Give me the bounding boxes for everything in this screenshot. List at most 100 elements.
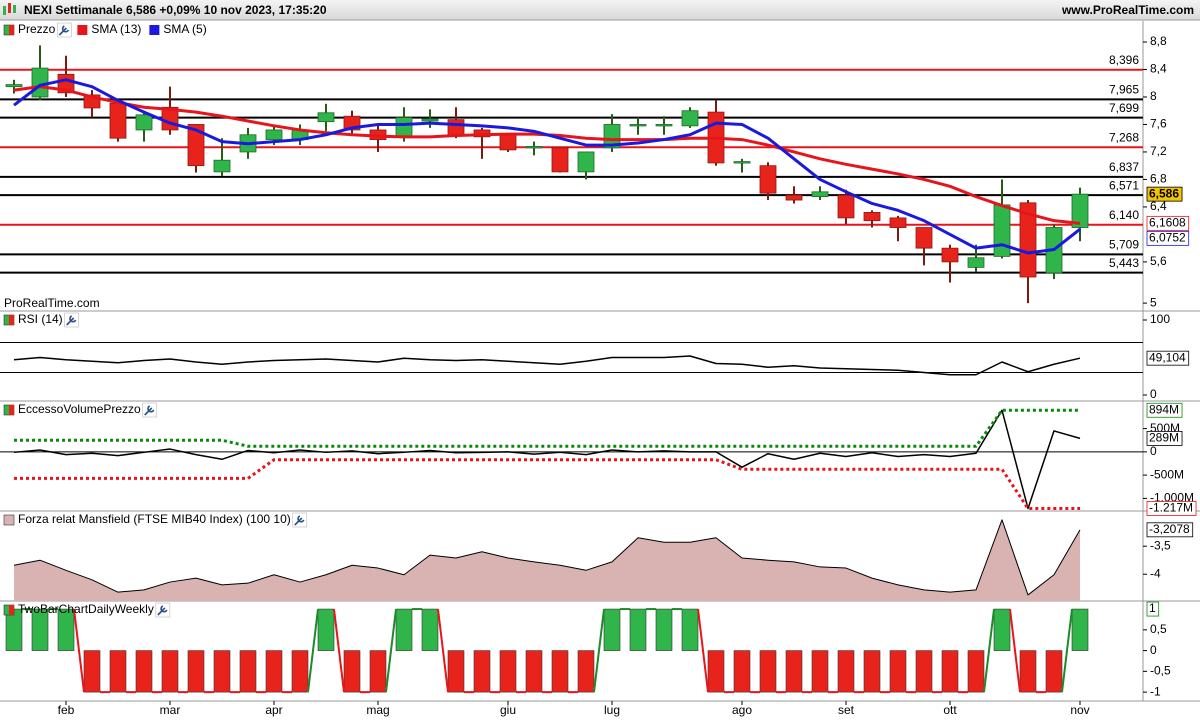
legend-title: RSI (14): [18, 312, 63, 326]
bar: [187, 650, 205, 693]
legend: EccessoVolumePrezzo: [3, 402, 158, 418]
legend-swatch: [77, 25, 88, 35]
candle-body: [551, 147, 569, 173]
bar-connector: [333, 608, 345, 693]
legend-title: Prezzo: [18, 22, 56, 36]
series-line: [13, 355, 1081, 376]
panel: -3,5 -4: [13, 519, 1171, 601]
watermark: ProRealTime.com: [4, 296, 100, 310]
bar-connector: [73, 608, 85, 693]
settings-icon[interactable]: [144, 405, 155, 416]
legend-swatch: [149, 25, 160, 35]
level-label: 7,699: [1109, 101, 1139, 115]
bar: [551, 650, 569, 693]
x-tick-label: set: [838, 703, 855, 717]
bar: [421, 608, 439, 651]
series-line: [13, 409, 1081, 510]
legend: RSI (14): [3, 312, 79, 328]
settings-button[interactable]: [57, 22, 72, 38]
value-label: 894M: [1149, 402, 1179, 416]
x-tick-label: lug: [604, 703, 620, 717]
bar-connector: [307, 608, 319, 693]
value-box: [1146, 601, 1160, 617]
candle-body: [967, 257, 985, 268]
settings-icon[interactable]: [157, 605, 168, 616]
bar: [395, 608, 413, 651]
x-tick-label: ago: [732, 703, 752, 717]
settings-button[interactable]: [292, 512, 308, 528]
series-line: [13, 519, 1081, 596]
x-tick-label: nov: [1070, 703, 1089, 717]
level-label: 8,396: [1109, 53, 1139, 67]
candle-body: [629, 124, 647, 127]
bar: [603, 608, 621, 651]
y-tick-label: 100: [1150, 312, 1170, 326]
bar: [941, 650, 959, 693]
bar: [681, 608, 699, 651]
level-label: 6,140: [1109, 208, 1139, 222]
bar: [109, 650, 127, 693]
bar: [239, 650, 257, 693]
bar: [161, 650, 179, 693]
bar-connector: [983, 608, 995, 693]
value-label: -3,2078: [1149, 522, 1190, 536]
settings-button[interactable]: [64, 312, 79, 328]
bar: [863, 650, 881, 693]
candle-body: [213, 159, 231, 173]
x-tick-label: feb: [58, 703, 75, 717]
candle-body: [525, 146, 543, 149]
bar: [343, 650, 361, 693]
bar-connector: [437, 608, 449, 693]
bar-connector: [697, 608, 709, 693]
candle-body: [759, 165, 777, 194]
value-label: 49,104: [1149, 350, 1186, 364]
bar: [1045, 650, 1063, 693]
settings-icon[interactable]: [58, 25, 70, 36]
bar: [889, 650, 907, 693]
y-tick-label: 0,5: [1150, 622, 1167, 636]
candle-body: [837, 194, 855, 219]
settings-button[interactable]: [155, 602, 171, 618]
bar: [473, 650, 491, 693]
bar: [135, 650, 153, 693]
bar: [499, 650, 517, 693]
settings-button[interactable]: [142, 402, 158, 418]
bar: [811, 650, 829, 693]
level-label: 7,268: [1109, 130, 1139, 144]
value-label: 6,0752: [1149, 231, 1186, 245]
legend-icon: [9, 315, 14, 325]
bar-connector: [593, 608, 605, 693]
value-box: [1146, 350, 1190, 366]
series-line: [14, 458, 1080, 510]
candle-body: [915, 227, 933, 249]
bar: [83, 650, 101, 693]
bar: [1019, 650, 1037, 693]
value-label: 289M: [1149, 431, 1179, 445]
x-tick-label: ott: [943, 703, 957, 717]
panel: 0,5 0 -0,5 -1: [5, 608, 1171, 698]
candle-body: [811, 191, 829, 198]
bar: [265, 650, 283, 693]
settings-icon[interactable]: [66, 315, 77, 326]
bar: [1071, 608, 1089, 651]
bar: [993, 608, 1011, 651]
candle-body: [655, 124, 673, 127]
y-tick-label: 8,4: [1150, 62, 1167, 76]
bar: [291, 650, 309, 693]
bar: [785, 650, 803, 693]
panel: 100 0: [0, 312, 1170, 401]
settings-icon[interactable]: [294, 515, 305, 526]
value-box: [1146, 431, 1183, 446]
candle-body: [31, 67, 49, 98]
bar: [213, 650, 231, 693]
y-tick-label: -500M: [1150, 467, 1184, 481]
series-line: [13, 78, 1081, 255]
candle-body: [733, 161, 751, 164]
y-tick-label: 8,8: [1150, 34, 1167, 48]
bar: [447, 650, 465, 693]
bar: [31, 608, 49, 651]
candle-body: [603, 124, 621, 149]
header-site[interactable]: www.ProRealTime.com: [1061, 3, 1194, 17]
candle-body: [421, 118, 439, 122]
